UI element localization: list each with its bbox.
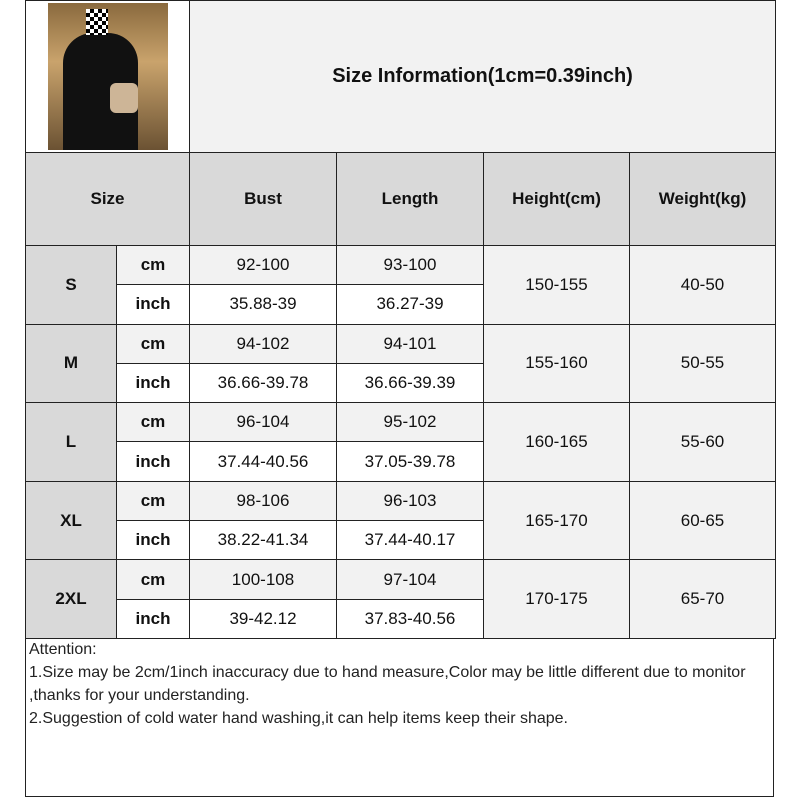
header-bust: Bust	[189, 152, 337, 246]
weight-range: 40-50	[628, 245, 777, 325]
unit-inch: inch	[116, 284, 190, 325]
height-range: 160-165	[483, 402, 630, 482]
size-label: 2XL	[25, 559, 117, 639]
table-row: 2XL cm 100-108 97-104 170-175 65-70	[25, 559, 777, 639]
length-inch: 36.66-39.39	[336, 362, 484, 404]
unit-cm: cm	[116, 559, 190, 600]
height-range: 170-175	[483, 559, 630, 639]
attention-notes: Attention: 1.Size may be 2cm/1inch inacc…	[25, 638, 774, 797]
unit-inch: inch	[116, 441, 190, 482]
bust-inch: 37.44-40.56	[189, 441, 337, 482]
weight-range: 50-55	[628, 323, 777, 404]
bust-cm: 98-106	[189, 480, 337, 522]
weight-range: 65-70	[628, 559, 777, 639]
height-range: 165-170	[483, 480, 630, 561]
height-range: 155-160	[483, 323, 630, 404]
table-row: L cm 96-104 95-102 160-165 55-60	[25, 402, 777, 482]
bust-inch: 35.88-39	[189, 284, 337, 325]
length-inch: 37.44-40.17	[336, 520, 484, 561]
bust-cm: 100-108	[189, 559, 337, 600]
table-row: M cm 94-102 94-101 155-160 50-55	[25, 323, 777, 404]
size-label: L	[25, 402, 117, 482]
unit-cm: cm	[116, 402, 190, 443]
attention-line-1: 1.Size may be 2cm/1inch inaccuracy due t…	[29, 664, 750, 704]
length-inch: 36.27-39	[336, 284, 484, 325]
weight-range: 55-60	[628, 402, 777, 482]
length-cm: 93-100	[336, 244, 484, 286]
bust-cm: 92-100	[189, 244, 337, 286]
table-row: inch 37.44-40.56 37.05-39.78	[26, 441, 776, 482]
header-size: Size	[25, 152, 190, 246]
bust-cm: 96-104	[189, 402, 337, 443]
header-weight: Weight(kg)	[628, 152, 777, 246]
bust-inch: 38.22-41.34	[189, 520, 337, 561]
product-photo	[47, 3, 168, 150]
size-chart-table: Size Information(1cm=0.39inch) Size Bust…	[25, 0, 777, 639]
weight-range: 60-65	[628, 480, 777, 561]
length-cm: 97-104	[336, 559, 484, 600]
length-inch: 37.83-40.56	[336, 598, 484, 639]
length-cm: 95-102	[336, 402, 484, 443]
table-row: inch 35.88-39 36.27-39	[26, 284, 776, 325]
table-row: S cm 92-100 93-100 150-155 40-50	[25, 244, 777, 325]
bust-inch: 39-42.12	[189, 598, 337, 639]
table-row: inch 38.22-41.34 37.44-40.17	[26, 520, 776, 561]
size-label: M	[25, 323, 117, 404]
unit-inch: inch	[116, 598, 190, 639]
table-row: inch 39-42.12 37.83-40.56	[26, 598, 776, 639]
table-row: inch 36.66-39.78 36.66-39.39	[26, 362, 776, 404]
attention-line-2: 2.Suggestion of cold water hand washing,…	[29, 710, 568, 727]
height-range: 150-155	[483, 245, 630, 325]
unit-cm: cm	[116, 244, 190, 286]
length-cm: 96-103	[336, 480, 484, 522]
header-height: Height(cm)	[483, 152, 630, 246]
length-inch: 37.05-39.78	[336, 441, 484, 482]
size-label: XL	[25, 480, 117, 561]
bust-inch: 36.66-39.78	[189, 362, 337, 404]
table-row: XL cm 98-106 96-103 165-170 60-65	[25, 480, 777, 561]
size-label: S	[25, 245, 117, 325]
unit-cm: cm	[116, 480, 190, 522]
length-cm: 94-101	[336, 323, 484, 364]
page-title: Size Information(1cm=0.39inch)	[188, 0, 777, 153]
product-photo-cell	[25, 0, 190, 153]
header-length: Length	[336, 152, 484, 246]
attention-heading: Attention:	[29, 641, 97, 658]
unit-cm: cm	[116, 323, 190, 364]
unit-inch: inch	[116, 362, 190, 404]
unit-inch: inch	[116, 520, 190, 561]
bust-cm: 94-102	[189, 323, 337, 364]
